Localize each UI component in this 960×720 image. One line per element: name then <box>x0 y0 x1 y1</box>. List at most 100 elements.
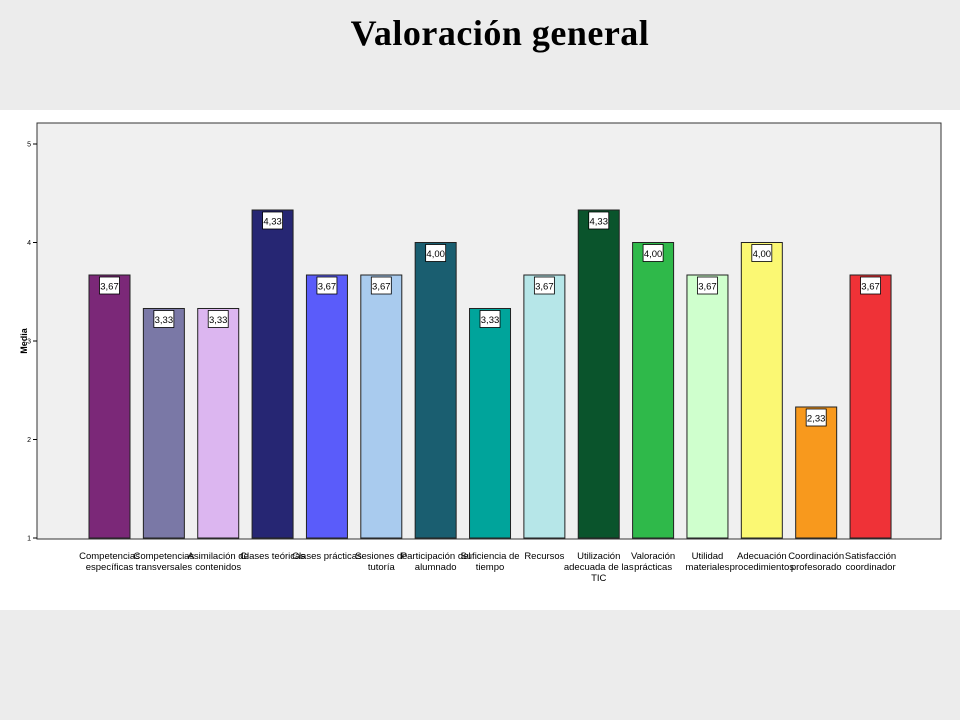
data-label: 4,33 <box>589 216 608 227</box>
bar <box>632 242 675 539</box>
x-category-label-line: contenidos <box>195 562 241 573</box>
data-label-box <box>425 244 447 262</box>
data-label: 3,33 <box>481 315 500 326</box>
bar <box>577 209 620 539</box>
bar <box>414 242 457 539</box>
data-label-box <box>805 408 827 427</box>
data-label: 2,33 <box>807 413 826 424</box>
bars: 3,67 3,33 3,33 4,33 3,67 3,67 4,00 3,33 3,67 4,33… <box>88 209 892 539</box>
data-label: 3,33 <box>155 315 174 326</box>
x-category-label: Coordinación profesorado <box>788 551 844 573</box>
data-label-box <box>588 211 610 230</box>
data-label: 3,67 <box>698 282 717 293</box>
x-category-label-line: materiales <box>686 562 730 573</box>
x-category-label-line: procedimientos <box>730 562 795 573</box>
x-category-label: Participación del alumnado <box>401 551 471 573</box>
x-category-label-line: Competencias <box>133 551 194 562</box>
bar <box>740 242 783 539</box>
data-label: 3,33 <box>209 315 228 326</box>
x-category-label: Recursos <box>524 551 564 562</box>
x-category-label: Competencias específicas <box>79 551 140 573</box>
x-category-label-line: Valoración <box>631 551 675 562</box>
x-category-label-line: Sesiones de <box>355 551 407 562</box>
data-label-box <box>99 276 120 295</box>
x-category-label-line: Satisfacción <box>845 551 896 562</box>
data-label: 3,67 <box>535 282 554 293</box>
bar <box>795 406 838 539</box>
data-label-box <box>751 244 773 262</box>
data-label-box <box>207 310 229 328</box>
data-label: 4,33 <box>263 216 282 227</box>
x-category-label-line: TIC <box>591 573 606 584</box>
x-category-label: Clases prácticas <box>292 551 362 562</box>
data-label-box <box>860 276 881 295</box>
bar <box>849 274 892 539</box>
x-category-label-line: alumnado <box>415 562 457 573</box>
x-category-label-line: Utilidad <box>692 551 724 562</box>
bar <box>305 274 348 539</box>
bar <box>88 274 131 539</box>
x-category-label-line: adecuada de las <box>564 562 634 573</box>
x-category-label-line: Competencias <box>79 551 140 562</box>
data-label: 3,67 <box>861 282 880 293</box>
data-label: 4,00 <box>753 249 772 260</box>
x-category-label-line: Suficiencia de <box>460 551 519 562</box>
x-category-label-line: Clases teóricas <box>240 551 305 562</box>
x-category-label: Clases teóricas <box>240 551 305 562</box>
x-category-label: Utilización adecuada de las TIC <box>564 551 634 584</box>
bar <box>142 307 185 539</box>
bar-chart: 1 2 3 4 5 Media 3,67 3,33 3,33 4,33 3,67 3,67 4,00… <box>19 122 942 584</box>
slide-title: Valoración general <box>350 13 650 53</box>
y-tick-label: 4 <box>27 240 31 247</box>
data-label-box <box>262 211 283 230</box>
x-category-label-line: Asimilación de <box>188 551 249 562</box>
y-tick-label: 3 <box>27 339 31 346</box>
bar <box>251 209 294 539</box>
data-label-box <box>316 276 338 295</box>
data-label: 3,67 <box>372 282 391 293</box>
data-label-box <box>153 310 175 328</box>
data-label-box <box>370 276 392 295</box>
bar <box>686 274 729 539</box>
x-category-label: Satisfacción coordinador <box>845 551 896 573</box>
y-tick-label: 5 <box>27 142 31 149</box>
data-label-box <box>697 276 718 295</box>
x-category-label-line: Participación del <box>401 551 471 562</box>
bar <box>523 274 566 539</box>
data-label: 3,67 <box>100 282 119 293</box>
data-label: 3,67 <box>318 282 337 293</box>
x-category-label: Utilidad materiales <box>686 551 730 573</box>
y-tick-label: 1 <box>27 536 31 543</box>
x-category-label-line: Clases prácticas <box>292 551 362 562</box>
x-category-label-line: específicas <box>86 562 134 573</box>
x-category-label: Valoración prácticas <box>631 551 675 573</box>
x-category-label: Suficiencia de tiempo <box>460 551 519 573</box>
chart-panel: 1 2 3 4 5 Media 3,67 3,33 3,33 4,33 3,67 3,67 4,00… <box>0 110 960 610</box>
x-category-label-line: tiempo <box>476 562 505 573</box>
x-category-label-line: Utilización <box>577 551 620 562</box>
x-category-label: Asimilación de contenidos <box>188 551 249 573</box>
bar <box>469 307 512 539</box>
x-category-label: Competencias transversales <box>133 551 194 573</box>
x-category-label-line: prácticas <box>634 562 672 573</box>
y-tick-label: 2 <box>27 437 31 444</box>
x-category-label-line: coordinador <box>845 562 895 573</box>
x-category-label: Adecuación procedimientos <box>730 551 795 573</box>
x-category-label-line: transversales <box>136 562 193 573</box>
data-label-box <box>533 276 555 295</box>
data-label: 4,00 <box>426 249 445 260</box>
x-category-label-line: tutoría <box>368 562 396 573</box>
data-label-box <box>479 310 501 328</box>
data-label: 4,00 <box>644 249 663 260</box>
x-category-label-line: profesorado <box>791 562 842 573</box>
x-category-label: Sesiones de tutoría <box>355 551 407 573</box>
y-axis: 1 2 3 4 5 <box>27 142 37 543</box>
data-label-box <box>642 244 664 262</box>
x-category-label-line: Recursos <box>524 551 564 562</box>
bar <box>360 274 403 539</box>
bar <box>197 307 240 539</box>
y-axis-title: Media <box>19 327 29 354</box>
x-category-label-line: Coordinación <box>788 551 844 562</box>
x-category-label-line: Adecuación <box>737 551 787 562</box>
